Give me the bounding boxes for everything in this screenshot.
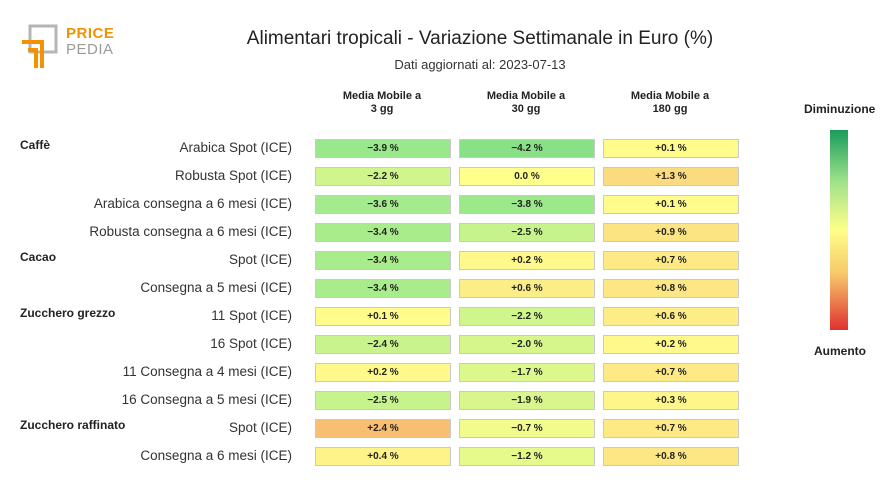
group-label: Zucchero grezzo xyxy=(20,306,116,320)
value-cell: −2.4 % xyxy=(315,335,451,354)
value-cell: −0.7 % xyxy=(459,419,595,438)
value-cell: −1.7 % xyxy=(459,363,595,382)
value-cell: +0.2 % xyxy=(315,363,451,382)
value-cell: +0.1 % xyxy=(603,139,739,158)
value-cell: −2.2 % xyxy=(315,167,451,186)
logo-line2: PEDIA xyxy=(66,41,114,58)
value-cell: +0.4 % xyxy=(315,447,451,466)
value-cell: +1.3 % xyxy=(603,167,739,186)
legend-color-scale xyxy=(830,130,848,330)
row-label: Consegna a 5 mesi (ICE) xyxy=(140,280,292,295)
value-cell: +0.9 % xyxy=(603,223,739,242)
group-label: Zucchero raffinato xyxy=(20,418,126,432)
value-cell: +0.7 % xyxy=(603,251,739,270)
row-label: Robusta Spot (ICE) xyxy=(174,168,292,183)
value-cell: +0.6 % xyxy=(459,279,595,298)
row-label: 11 Consegna a 4 mesi (ICE) xyxy=(122,364,292,379)
value-cell: +0.8 % xyxy=(603,279,739,298)
value-cell: +0.8 % xyxy=(603,447,739,466)
row-label: Spot (ICE) xyxy=(228,252,292,267)
legend-bottom-label: Aumento xyxy=(814,344,866,358)
row-label: Arabica consegna a 6 mesi (ICE) xyxy=(93,196,292,211)
value-cell: −2.5 % xyxy=(315,391,451,410)
value-cell: −3.8 % xyxy=(459,195,595,214)
value-cell: 0.0 % xyxy=(459,167,595,186)
row-label: Arabica Spot (ICE) xyxy=(179,140,292,155)
chart-title: Alimentari tropicali - Variazione Settim… xyxy=(246,28,714,49)
value-cell: −3.4 % xyxy=(315,223,451,242)
column-header: Media Mobile a 180 gg xyxy=(630,90,710,115)
value-cell: +0.7 % xyxy=(603,363,739,382)
column-header: Media Mobile a 3 gg xyxy=(342,90,422,115)
row-label: 16 Spot (ICE) xyxy=(210,336,292,351)
group-label: Cacao xyxy=(20,250,57,264)
value-cell: +0.2 % xyxy=(603,335,739,354)
value-cell: −3.4 % xyxy=(315,279,451,298)
row-label: Consegna a 6 mesi (ICE) xyxy=(140,448,292,463)
value-cell: +0.7 % xyxy=(603,419,739,438)
row-label: 16 Consegna a 5 mesi (ICE) xyxy=(121,392,292,407)
value-cell: −4.2 % xyxy=(459,139,595,158)
value-cell: +0.1 % xyxy=(315,307,451,326)
row-label: 11 Spot (ICE) xyxy=(211,308,292,323)
value-cell: −3.9 % xyxy=(315,139,451,158)
value-cell: −3.4 % xyxy=(315,251,451,270)
value-cell: −1.9 % xyxy=(459,391,595,410)
value-cell: −2.5 % xyxy=(459,223,595,242)
row-label: Spot (ICE) xyxy=(228,420,292,435)
value-cell: −3.6 % xyxy=(315,195,451,214)
value-cell: +2.4 % xyxy=(315,419,451,438)
legend-top-label: Diminuzione xyxy=(804,102,876,116)
pricepedia-logo: PRICE PEDIA xyxy=(18,24,128,74)
value-cell: +0.1 % xyxy=(603,195,739,214)
value-cell: −1.2 % xyxy=(459,447,595,466)
value-cell: +0.3 % xyxy=(603,391,739,410)
logo-mark-icon xyxy=(22,24,58,68)
value-cell: −2.0 % xyxy=(459,335,595,354)
value-cell: +0.2 % xyxy=(459,251,595,270)
row-label: Robusta consegna a 6 mesi (ICE) xyxy=(89,224,292,239)
chart-subtitle: Dati aggiornati al: 2023-07-13 xyxy=(394,57,566,72)
column-header: Media Mobile a 30 gg xyxy=(486,90,566,115)
logo-line1: PRICE xyxy=(66,25,115,42)
value-cell: +0.6 % xyxy=(603,307,739,326)
value-cell: −2.2 % xyxy=(459,307,595,326)
group-label: Caffè xyxy=(20,138,51,152)
